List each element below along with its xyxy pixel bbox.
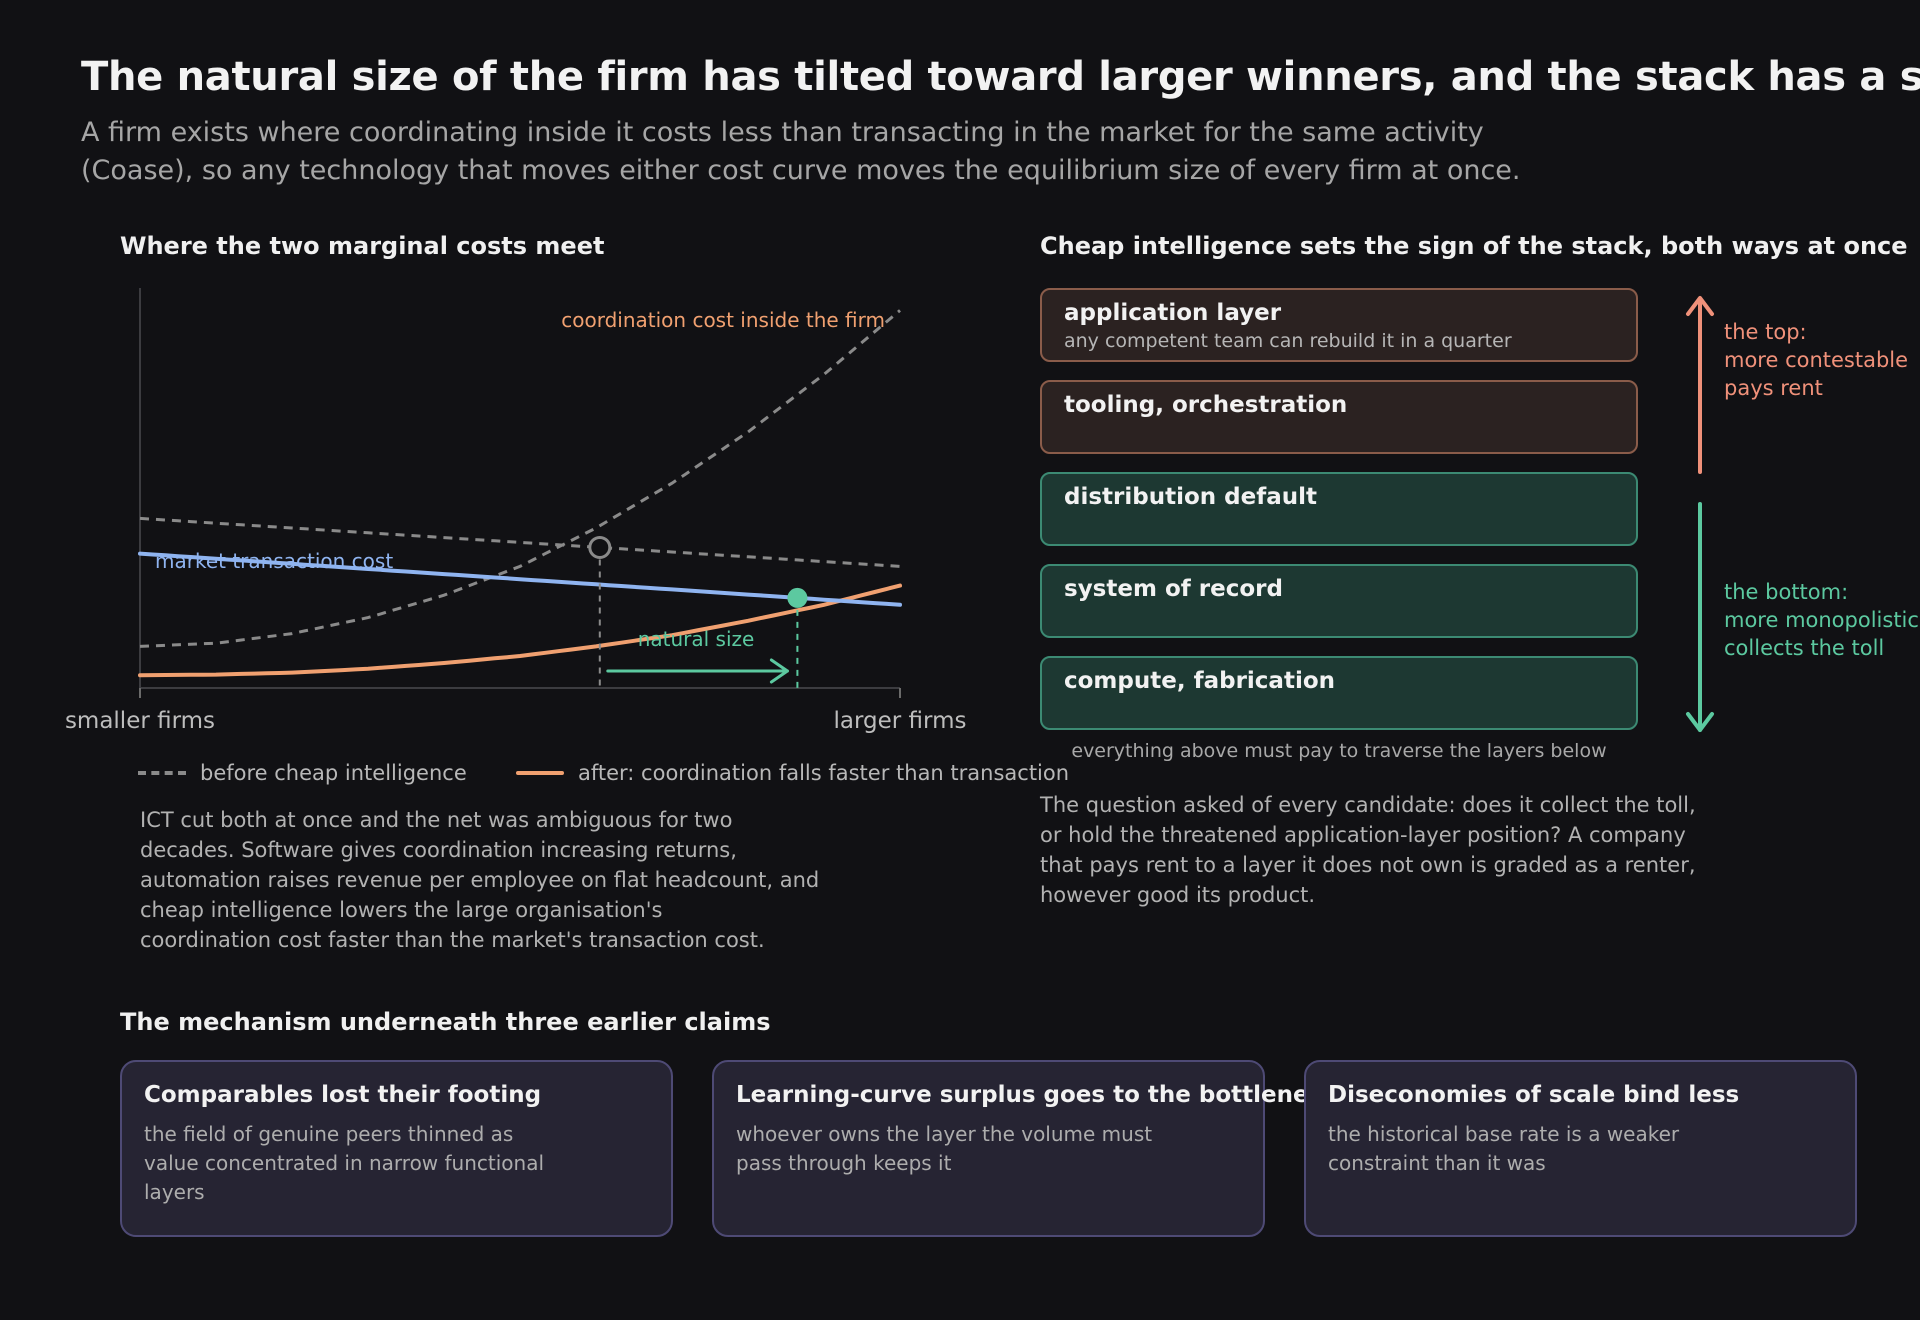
top-zone-label: the top: more contestable pays rent (1724, 318, 1908, 402)
right-paragraph-line: however good its product. (1040, 883, 1316, 907)
layer-name: application layer (1064, 300, 1282, 326)
right-paragraph: The question asked of every candidate: d… (1040, 790, 1800, 910)
legend-before-label: before cheap intelligence (200, 761, 467, 785)
claim-card-comparables: Comparables lost their footing the field… (120, 1060, 673, 1237)
layer-application: application layer any competent team can… (1040, 288, 1638, 362)
card-title: Comparables lost their footing (144, 1082, 542, 1108)
left-paragraph-line: ICT cut both at once and the net was amb… (140, 808, 733, 832)
right-paragraph-line: The question asked of every candidate: d… (1040, 793, 1696, 817)
left-paragraph-line: decades. Software gives coordination inc… (140, 838, 737, 862)
subtitle-line-1: A firm exists where coordinating inside … (81, 117, 1484, 148)
subtitle-line-2: (Coase), so any technology that moves ei… (81, 155, 1521, 186)
cost-curves-chart: coordination cost inside the firm market … (65, 288, 967, 734)
claim-card-diseconomies: Diseconomies of scale bind less the hist… (1304, 1060, 1857, 1237)
card-title: Diseconomies of scale bind less (1328, 1082, 1740, 1108)
arrow-down-icon (1686, 502, 1714, 732)
x-label-right: larger firms (834, 708, 967, 734)
layer-system-of-record: system of record (1040, 564, 1638, 638)
after-coordination-curve (138, 583, 902, 678)
mechanism-heading: The mechanism underneath three earlier c… (120, 1008, 771, 1036)
layer-tooling: tooling, orchestration (1040, 380, 1638, 454)
card-body: the historical base rate is a weaker con… (1328, 1122, 1680, 1175)
right-paragraph-line: that pays rent to a layer it does not ow… (1040, 853, 1696, 877)
page-title: The natural size of the firm has tilted … (81, 54, 1920, 100)
layer-name: tooling, orchestration (1064, 392, 1348, 418)
chart-heading: Where the two marginal costs meet (120, 232, 605, 260)
arrow-up-icon (1686, 296, 1714, 474)
layer-distribution: distribution default (1040, 472, 1638, 546)
left-paragraph-line: cheap intelligence lowers the large orga… (140, 898, 663, 922)
legend-after: after: coordination falls faster than tr… (516, 758, 1069, 788)
layer-note: any competent team can rebuild it in a q… (1064, 330, 1512, 352)
x-label-left: smaller firms (65, 708, 215, 734)
card-title: Learning-curve surplus goes to the bottl… (736, 1082, 1338, 1108)
after-transaction-curve (138, 551, 902, 607)
left-paragraph-line: automation raises revenue per employee o… (140, 868, 820, 892)
legend-after-label: after: coordination falls faster than tr… (578, 761, 1070, 785)
bottom-zone-line: collects the toll (1724, 636, 1885, 660)
new-equilibrium-marker (787, 587, 808, 608)
right-paragraph-line: or hold the threatened application-layer… (1040, 823, 1686, 847)
legend-before: before cheap intelligence (138, 758, 467, 788)
top-zone-line: the top: (1724, 320, 1807, 344)
top-zone-line: more contestable (1724, 348, 1909, 372)
stack-heading: Cheap intelligence sets the sign of the … (1040, 232, 1908, 260)
before-coordination-curve (139, 309, 901, 648)
top-zone-line: pays rent (1724, 376, 1823, 400)
layer-name: distribution default (1064, 484, 1317, 510)
card-body: the field of genuine peers thinned as va… (144, 1122, 545, 1204)
old-equilibrium-marker (588, 535, 612, 559)
bottom-zone-line: more monopolistic (1724, 608, 1919, 632)
transaction-curve-label: market transaction cost (155, 549, 393, 573)
stack-arrows (1686, 296, 1714, 732)
shift-arrow-head-icon (769, 658, 789, 684)
coordination-curve-label: coordination cost inside the firm (561, 308, 885, 332)
bottom-zone-line: the bottom: (1724, 580, 1849, 604)
page-subtitle: A firm exists where coordinating inside … (81, 114, 1581, 190)
claim-card-learning-curve: Learning-curve surplus goes to the bottl… (712, 1060, 1338, 1237)
legend-solid-swatch (516, 771, 564, 775)
card-body: whoever owns the layer the volume must p… (736, 1122, 1153, 1175)
left-paragraph: ICT cut both at once and the net was amb… (140, 805, 860, 955)
layer-name: compute, fabrication (1064, 668, 1336, 694)
stack-footnote: everything above must pay to traverse th… (1071, 740, 1607, 762)
bottom-zone-label: the bottom: more monopolistic collects t… (1724, 578, 1919, 662)
left-paragraph-line: coordination cost faster than the market… (140, 928, 765, 952)
natural-size-label: natural size (638, 627, 755, 651)
layer-name: system of record (1064, 576, 1283, 602)
legend-dash-swatch (138, 771, 186, 775)
layer-compute: compute, fabrication (1040, 656, 1638, 730)
